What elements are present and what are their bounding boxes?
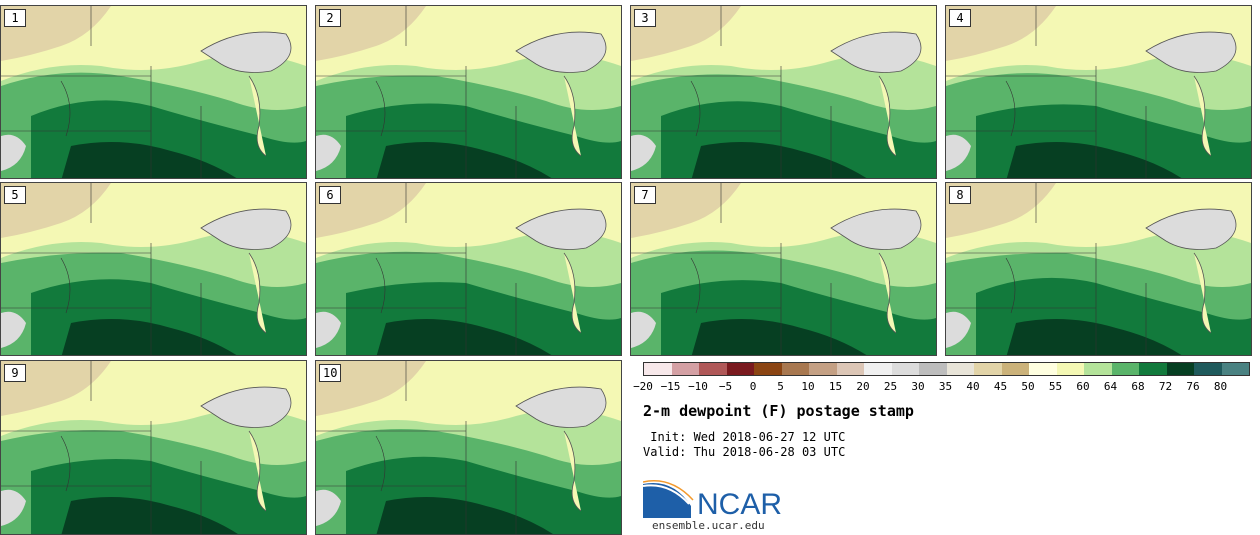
colorbar-tick-label: 76 bbox=[1186, 380, 1200, 393]
colorbar-tick-label: 0 bbox=[749, 380, 757, 393]
panel-label: 7 bbox=[634, 186, 656, 204]
colorbar-tick-label: −15 bbox=[660, 380, 681, 393]
colorbar-segment bbox=[1221, 363, 1249, 375]
ensemble-member-panel: 8 bbox=[945, 182, 1252, 356]
colorbar-tick-label: 60 bbox=[1076, 380, 1090, 393]
colorbar-segment bbox=[864, 363, 892, 375]
panel-label: 1 bbox=[4, 9, 26, 27]
ensemble-member-panel: 2 bbox=[315, 5, 622, 179]
colorbar-segment bbox=[891, 363, 919, 375]
colorbar-tick-label: 68 bbox=[1131, 380, 1145, 393]
colorbar-segment bbox=[809, 363, 837, 375]
colorbar-segment bbox=[726, 363, 754, 375]
colorbar-segment bbox=[1084, 363, 1112, 375]
panel-label: 5 bbox=[4, 186, 26, 204]
colorbar-segment bbox=[1001, 363, 1029, 375]
panel-label: 3 bbox=[634, 9, 656, 27]
colorbar-tick-label: 50 bbox=[1021, 380, 1035, 393]
colorbar-segment bbox=[1111, 363, 1139, 375]
panel-label: 10 bbox=[319, 364, 342, 382]
ensemble-member-panel: 6 bbox=[315, 182, 622, 356]
colorbar bbox=[643, 362, 1250, 376]
panel-label: 8 bbox=[949, 186, 971, 204]
ensemble-member-panel: 9 bbox=[0, 360, 307, 535]
colorbar-segment bbox=[974, 363, 1002, 375]
valid-time: Valid: Thu 2018-06-28 03 UTC bbox=[643, 445, 846, 459]
panel-label: 6 bbox=[319, 186, 341, 204]
init-time: Init: Wed 2018-06-27 12 UTC bbox=[643, 430, 846, 444]
colorbar-segment bbox=[1056, 363, 1084, 375]
panel-label: 2 bbox=[319, 9, 341, 27]
colorbar-tick-label: 55 bbox=[1048, 380, 1063, 393]
colorbar-segment bbox=[671, 363, 699, 375]
figure-title: 2-m dewpoint (F) postage stamp bbox=[643, 402, 914, 420]
colorbar-tick-label: −20 bbox=[633, 380, 653, 393]
colorbar-segment bbox=[836, 363, 864, 375]
colorbar-segment bbox=[781, 363, 809, 375]
colorbar-tick-label: −5 bbox=[718, 380, 733, 393]
colorbar-tick-label: 5 bbox=[777, 380, 784, 393]
logo-text: NCAR bbox=[697, 488, 782, 518]
ensemble-member-panel: 7 bbox=[630, 182, 937, 356]
colorbar-tick-label: 80 bbox=[1213, 380, 1228, 393]
colorbar-tick-label: 72 bbox=[1158, 380, 1173, 393]
colorbar-tick-label: 35 bbox=[938, 380, 953, 393]
colorbar-tick-label: 30 bbox=[911, 380, 925, 393]
colorbar-segment bbox=[919, 363, 947, 375]
colorbar-segment bbox=[1166, 363, 1194, 375]
logo-swoosh-icon bbox=[643, 482, 691, 518]
site-url: ensemble.ucar.edu bbox=[652, 519, 765, 532]
colorbar-segment bbox=[1194, 363, 1222, 375]
ensemble-member-panel: 10 bbox=[315, 360, 622, 535]
ncar-logo: NCAR bbox=[643, 480, 782, 518]
colorbar-tick-label: 40 bbox=[966, 380, 980, 393]
colorbar-tick-label: 45 bbox=[993, 380, 1008, 393]
colorbar-segment bbox=[644, 363, 672, 375]
ensemble-member-panel: 5 bbox=[0, 182, 307, 356]
colorbar-segment bbox=[754, 363, 782, 375]
panel-label: 9 bbox=[4, 364, 26, 382]
colorbar-tick-label: 10 bbox=[801, 380, 815, 393]
colorbar-tick-label: 15 bbox=[828, 380, 843, 393]
colorbar-segment bbox=[1139, 363, 1167, 375]
colorbar-tick-label: −10 bbox=[688, 380, 708, 393]
colorbar-tick-label: 64 bbox=[1103, 380, 1118, 393]
colorbar-segment bbox=[1029, 363, 1057, 375]
ensemble-member-panel: 1 bbox=[0, 5, 307, 179]
colorbar-segment bbox=[946, 363, 974, 375]
ensemble-member-panel: 4 bbox=[945, 5, 1252, 179]
colorbar-tick-label: 25 bbox=[883, 380, 898, 393]
colorbar-tick-label: 20 bbox=[856, 380, 870, 393]
colorbar-segment bbox=[699, 363, 727, 375]
panel-label: 4 bbox=[949, 9, 971, 27]
ensemble-member-panel: 3 bbox=[630, 5, 937, 179]
